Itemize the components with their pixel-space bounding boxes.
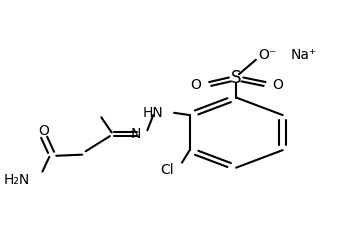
Text: O: O — [273, 78, 284, 92]
Text: S: S — [231, 69, 241, 87]
Text: O: O — [191, 78, 202, 92]
Text: HN: HN — [143, 106, 164, 120]
Text: O: O — [39, 124, 50, 138]
Text: Cl: Cl — [161, 164, 174, 177]
Text: H₂N: H₂N — [4, 172, 30, 187]
Text: Na⁺: Na⁺ — [290, 48, 317, 62]
Text: O⁻: O⁻ — [259, 48, 277, 62]
Text: N: N — [131, 127, 141, 141]
